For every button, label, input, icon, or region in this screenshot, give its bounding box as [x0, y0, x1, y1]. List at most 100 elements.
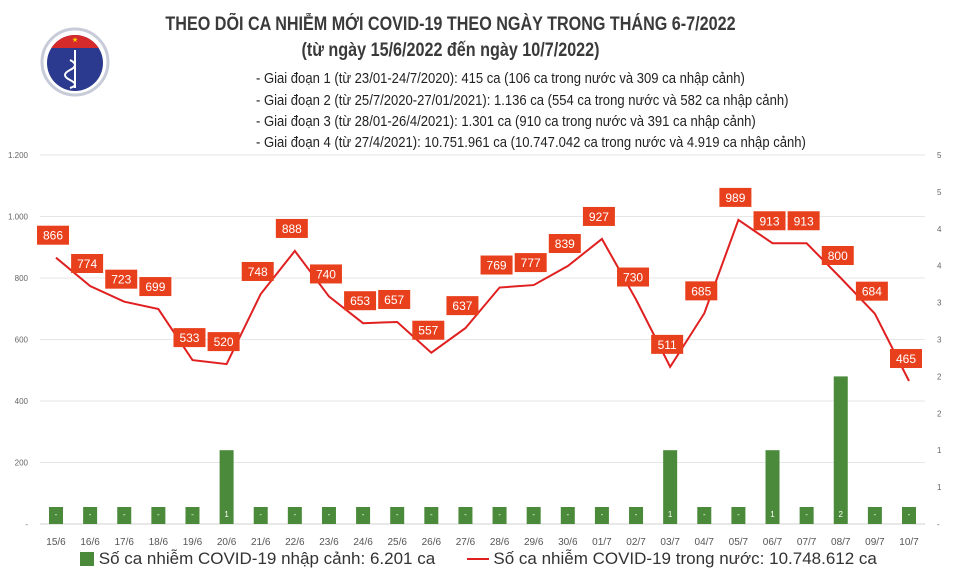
bar-label: -	[464, 510, 467, 519]
bar-label: -	[294, 510, 297, 519]
right-axis-tick: 2	[937, 372, 942, 381]
bar-imported	[492, 507, 507, 524]
data-label-box	[514, 253, 547, 273]
x-axis-tick: 22/6	[285, 537, 305, 548]
legend-label-imported: Số ca nhiễm COVID-19 nhập cảnh: 6.201 ca	[98, 548, 436, 568]
data-label-box	[821, 246, 854, 265]
x-axis-tick: 25/6	[387, 537, 407, 548]
bar-label: -	[703, 510, 706, 519]
data-label-box	[105, 269, 138, 289]
bar-label: 1	[224, 510, 229, 519]
data-label-box	[173, 328, 206, 348]
data-label-box	[719, 187, 752, 207]
data-label: 465	[896, 352, 916, 366]
bar-imported	[83, 507, 98, 524]
x-axis-tick: 23/6	[319, 537, 339, 548]
bar-label: -	[601, 510, 604, 519]
left-axis-tick: 800	[15, 274, 29, 283]
chart-title: THEO DÕI CA NHIỄM MỚI COVID-19 THEO NGÀY…	[165, 14, 736, 35]
bar-imported	[731, 507, 746, 524]
x-axis-tick: 05/7	[729, 537, 749, 548]
data-label-box	[480, 255, 513, 275]
bar-imported	[151, 507, 166, 524]
data-label-box	[275, 218, 308, 238]
bar-label: -	[157, 510, 160, 519]
right-axis-tick: 3	[937, 299, 942, 308]
data-label: 740	[316, 267, 336, 281]
data-label: 557	[418, 324, 438, 338]
x-axis-tick: 17/6	[115, 537, 135, 548]
bar-label: -	[635, 510, 638, 519]
x-axis-tick: 09/7	[865, 537, 885, 548]
right-axis-tick: 5	[937, 151, 942, 160]
data-label-box	[685, 281, 718, 301]
bar-label: -	[532, 510, 535, 519]
x-axis-tick: 29/6	[524, 537, 544, 548]
right-axis-tick: -	[937, 520, 940, 529]
bar-label: -	[123, 510, 126, 519]
bar-label: -	[737, 510, 740, 519]
bar-imported	[629, 507, 644, 524]
bar-label: -	[259, 510, 262, 519]
data-label-box	[378, 289, 411, 309]
data-label: 913	[794, 214, 814, 228]
data-label-box	[37, 225, 69, 245]
x-axis-tick: 19/6	[183, 537, 203, 548]
bar-label: -	[874, 510, 877, 519]
data-label: 989	[725, 191, 745, 205]
bar-imported	[321, 507, 336, 524]
data-label: 800	[828, 249, 848, 263]
data-label: 637	[452, 299, 472, 313]
bar-imported	[594, 507, 609, 524]
bar-label: -	[89, 510, 92, 519]
bar-label: -	[396, 510, 399, 519]
x-axis-tick: 06/7	[763, 537, 783, 548]
bar-imported	[833, 376, 848, 524]
bar-label: 2	[839, 510, 844, 519]
x-axis-tick: 20/6	[217, 537, 237, 548]
data-label-box	[241, 261, 274, 281]
x-axis-tick: 10/7	[899, 537, 919, 548]
bar-imported	[799, 507, 814, 524]
bar-imported	[663, 450, 678, 524]
data-label-box	[344, 291, 377, 311]
data-label: 699	[145, 280, 165, 294]
bar-imported	[185, 507, 200, 524]
data-label-box	[139, 277, 172, 297]
x-axis-tick: 27/6	[456, 537, 476, 548]
bar-label: -	[55, 510, 58, 519]
bar-imported	[697, 507, 712, 524]
bar-imported	[867, 507, 882, 524]
data-label-box	[548, 234, 581, 254]
bar-imported	[117, 507, 132, 524]
data-label: 730	[623, 271, 643, 285]
x-axis-tick: 24/6	[353, 537, 373, 548]
x-axis-tick: 07/7	[797, 537, 817, 548]
data-label: 511	[658, 338, 677, 352]
data-label: 769	[487, 259, 507, 273]
data-label-box	[207, 332, 240, 352]
data-label: 913	[760, 214, 780, 228]
data-label-box	[651, 334, 684, 354]
legend-swatch-domestic	[466, 557, 489, 560]
bar-imported	[526, 507, 541, 524]
stage-3-note: - Giai đoạn 3 (từ 28/01-26/4/2021): 1.30…	[256, 114, 756, 130]
right-axis-tick: 1	[937, 483, 942, 492]
stage-4-note: - Giai đoạn 4 (từ 27/4/2021): 10.751.961…	[256, 135, 806, 151]
stage-2-note: - Giai đoạn 2 (từ 25/7/2020-27/01/2021):…	[256, 93, 789, 109]
bar-label: -	[805, 510, 808, 519]
bar-label: -	[430, 510, 433, 519]
x-axis-tick: 03/7	[660, 537, 680, 548]
data-label: 723	[111, 273, 131, 287]
line-domestic	[55, 218, 910, 382]
data-label-box	[787, 211, 820, 231]
data-label: 748	[248, 265, 268, 279]
left-axis-tick: 600	[15, 336, 29, 345]
moh-logo: ★	[40, 27, 110, 97]
right-axis-tick: 2	[937, 409, 942, 418]
left-axis-tick: -	[25, 520, 28, 529]
data-label: 774	[77, 257, 97, 271]
x-axis-tick: 18/6	[149, 537, 169, 548]
data-label: 927	[589, 210, 609, 224]
